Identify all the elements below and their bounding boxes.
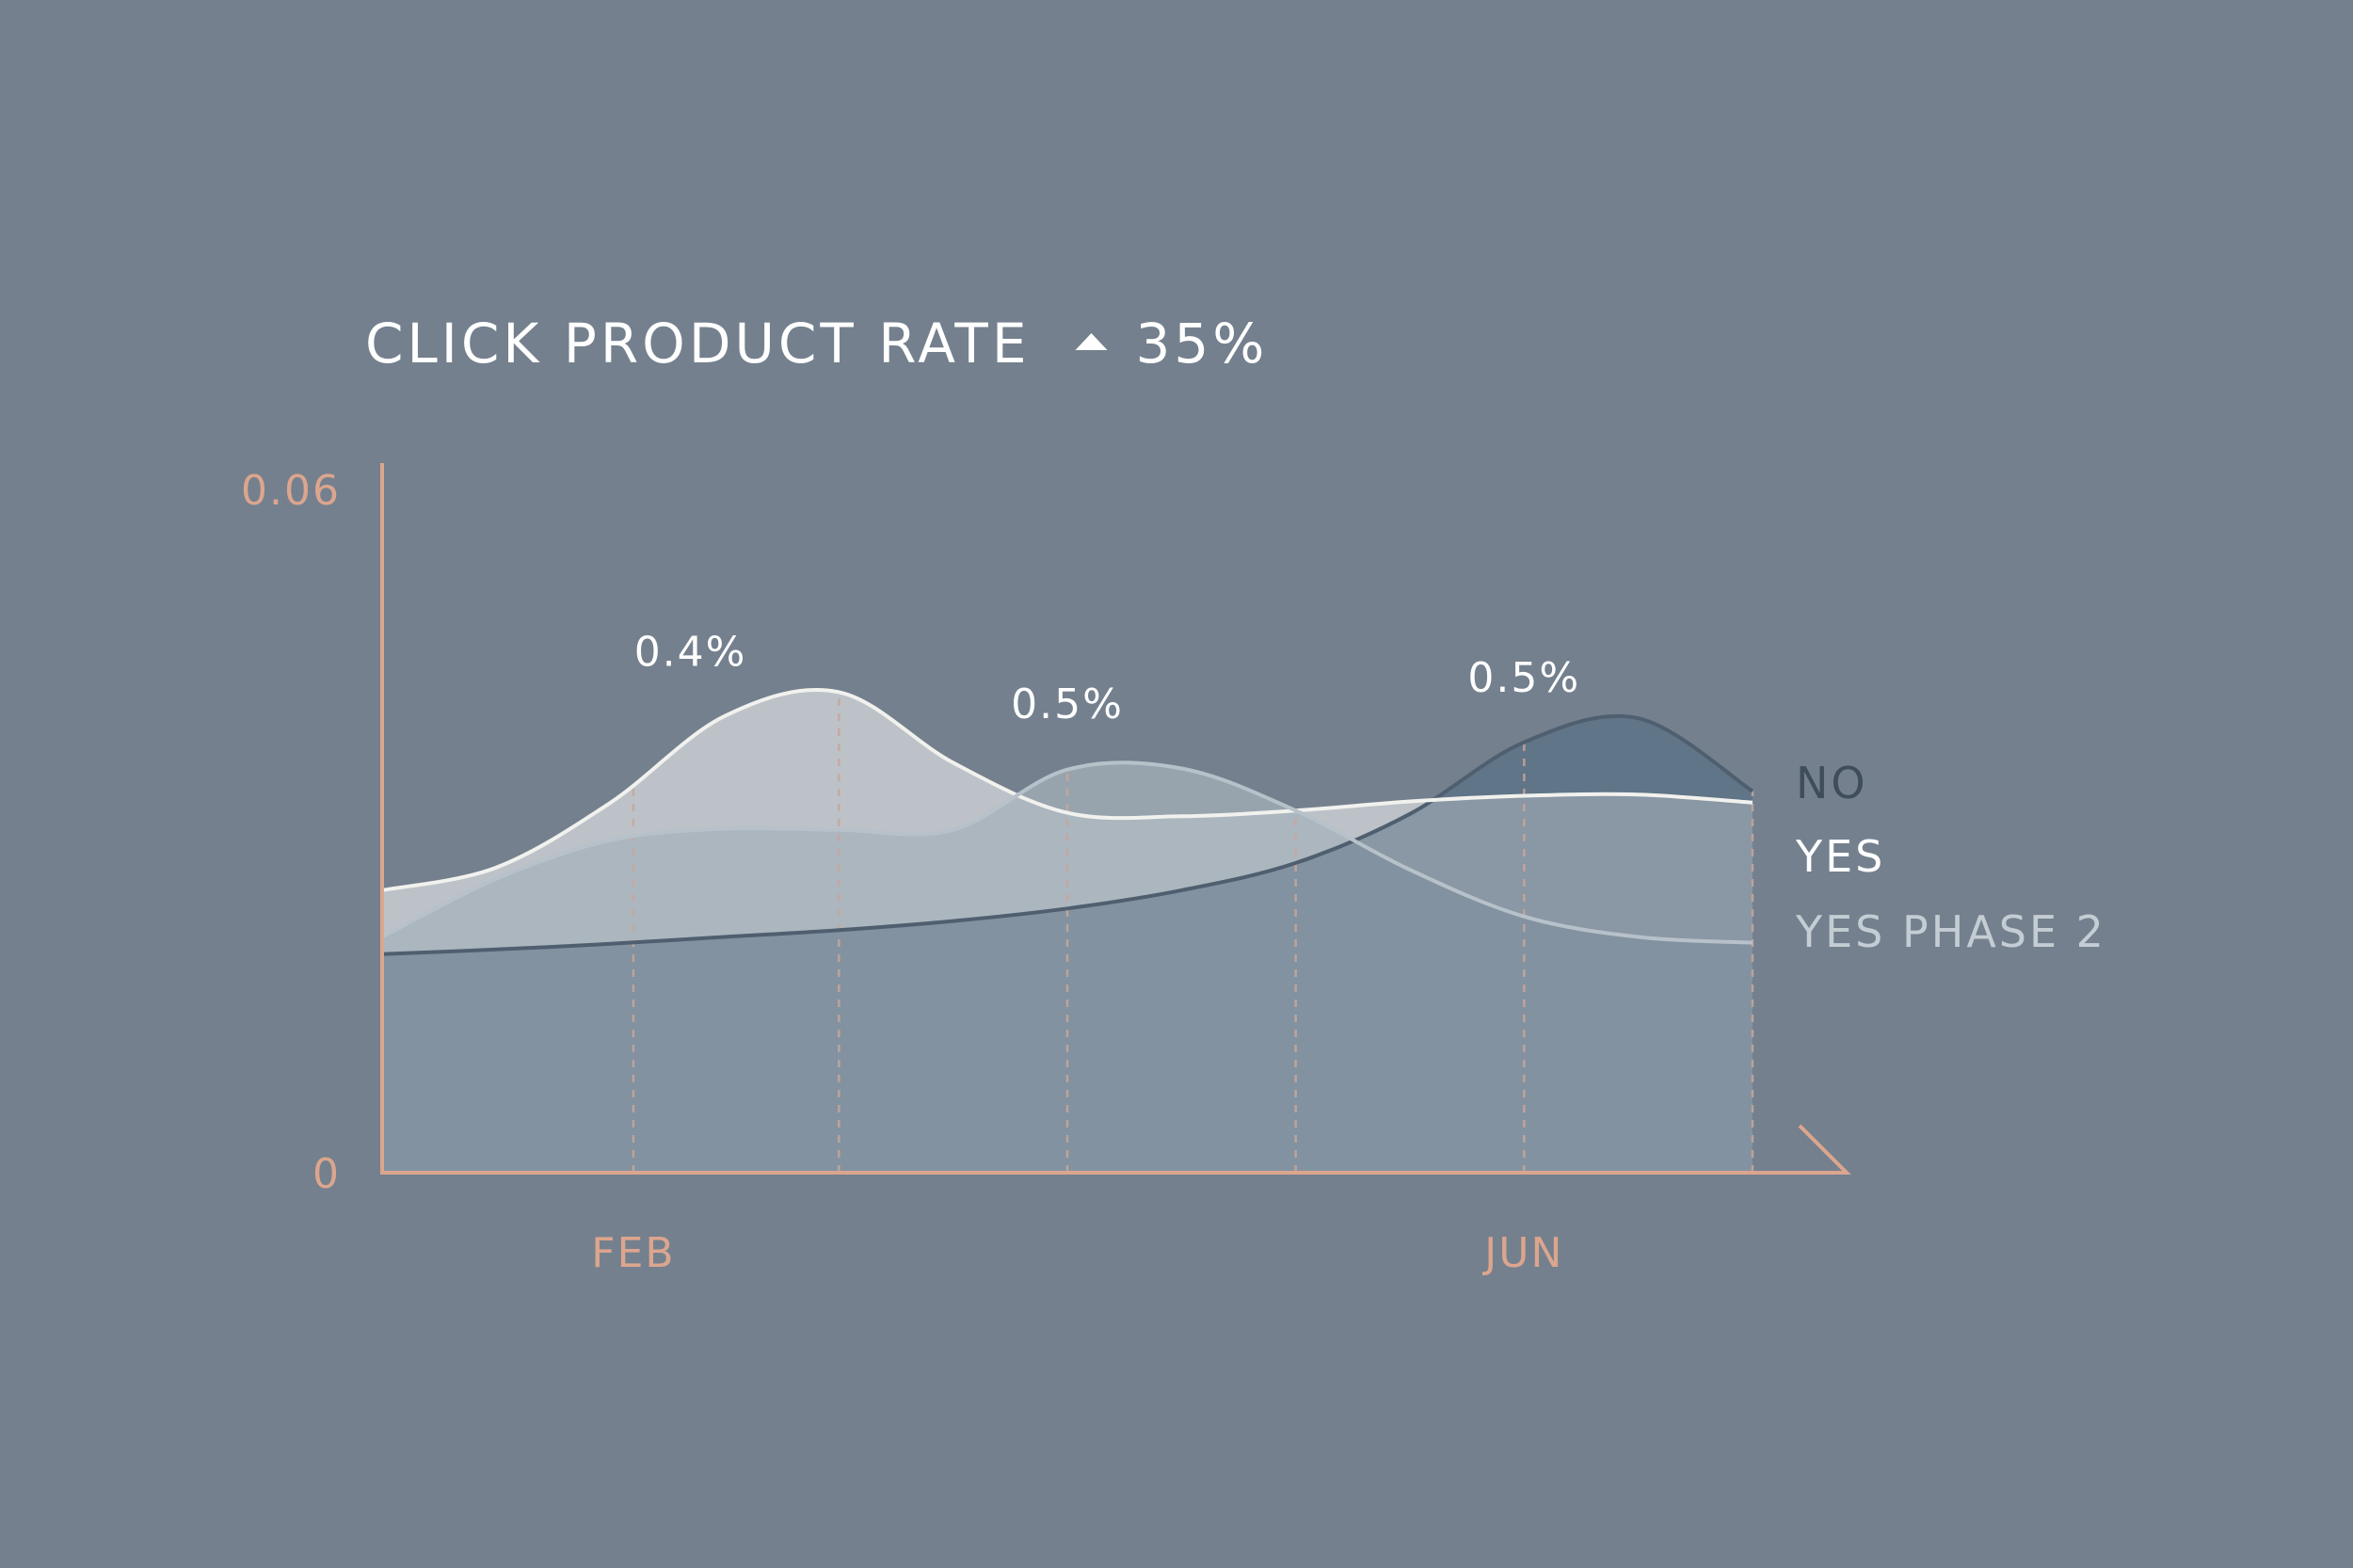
data-annotations: 0.4% 0.5% 0.5% — [634, 628, 1580, 728]
axis-lines — [380, 463, 1851, 1175]
x-tick-label: FEB — [591, 1229, 675, 1277]
data-label: 0.5% — [1467, 654, 1580, 702]
legend-entry-no: NO — [1796, 758, 1868, 808]
trend-change-value: 35% — [1136, 312, 1269, 376]
chart-title: CLICK PRODUCT RATE — [365, 312, 1031, 376]
y-tick-label: 0.06 — [241, 467, 341, 515]
x-tick-label: JUN — [1481, 1229, 1563, 1277]
axes — [380, 463, 1851, 1175]
chart-title-group: CLICK PRODUCT RATE 35% — [365, 312, 1269, 376]
series-line-yes-phase-2 — [381, 760, 1753, 945]
series-line-no — [381, 713, 1754, 956]
legend-entry-yes: YES — [1795, 831, 1885, 882]
series-line-yes — [381, 688, 1753, 892]
data-label: 0.5% — [1011, 680, 1124, 728]
guide-lines — [632, 692, 1754, 1173]
trend-up-icon — [1075, 333, 1108, 350]
data-label: 0.4% — [634, 628, 747, 676]
legend-entry-yes-phase-2: YES PHASE 2 — [1795, 906, 2106, 957]
legend: NO YES YES PHASE 2 — [1795, 758, 2106, 957]
series-lines — [381, 688, 1754, 956]
y-tick-label: 0 — [312, 1150, 341, 1198]
tick-labels: 0.06 0 FEB JUN — [241, 467, 1563, 1277]
